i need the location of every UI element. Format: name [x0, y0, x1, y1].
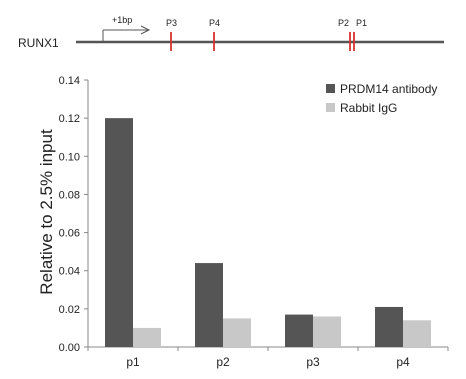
y-ticks: 0.00 0.02 0.04 0.06 0.08 0.10 0.12 0.14 [59, 75, 88, 354]
bar-p2-series-1 [195, 263, 223, 347]
y-tick-label: 0.04 [59, 266, 80, 278]
x-tick-label: p4 [396, 355, 410, 369]
x-tick-label: p2 [216, 355, 230, 369]
y-tick-label: 0.00 [59, 342, 80, 354]
tss-label: +1bp [112, 15, 132, 25]
legend: PRDM14 antibody Rabbit IgG [326, 82, 437, 115]
x-tick-label: p3 [306, 355, 320, 369]
bars [105, 118, 431, 348]
bar-chart: Relative to 2.5% input 0.000.020.040.060… [37, 75, 449, 369]
bar-p1-series-2 [133, 327, 161, 347]
y-tick-label: 0.06 [59, 228, 80, 240]
legend-swatch [326, 103, 335, 112]
bar-p3-series-2 [313, 316, 341, 347]
gene-label: RUNX1 [18, 36, 59, 50]
y-tick-label: 0.12 [59, 113, 80, 125]
y-tick-label: 0.14 [59, 75, 80, 87]
x-tick-label: p1 [126, 355, 140, 369]
bar-p4-series-1 [375, 306, 403, 347]
bar-p1-series-1 [105, 118, 133, 348]
tss-arrow-head-icon [140, 25, 151, 35]
y-tick-label: 0.02 [59, 304, 80, 316]
legend-swatch [326, 84, 335, 93]
y-axis-title: Relative to 2.5% input [37, 129, 56, 295]
gene-map: RUNX1 +1bp P3 P4 P2 P1 [18, 15, 444, 51]
bar-p3-series-1 [285, 314, 313, 347]
bar-p2-series-2 [223, 318, 251, 347]
site-label-p3: P3 [166, 18, 177, 28]
legend-label: PRDM14 antibody [340, 82, 437, 96]
legend-label: Rabbit IgG [340, 101, 397, 115]
site-label-p4: P4 [209, 18, 220, 28]
bar-p4-series-2 [403, 320, 431, 347]
y-tick-label: 0.10 [59, 151, 80, 163]
site-label-p2: P2 [338, 18, 349, 28]
site-label-p1: P1 [356, 18, 367, 28]
y-tick-label: 0.08 [59, 189, 80, 201]
x-ticks: p1 p2 p3 p4 [87, 347, 449, 369]
